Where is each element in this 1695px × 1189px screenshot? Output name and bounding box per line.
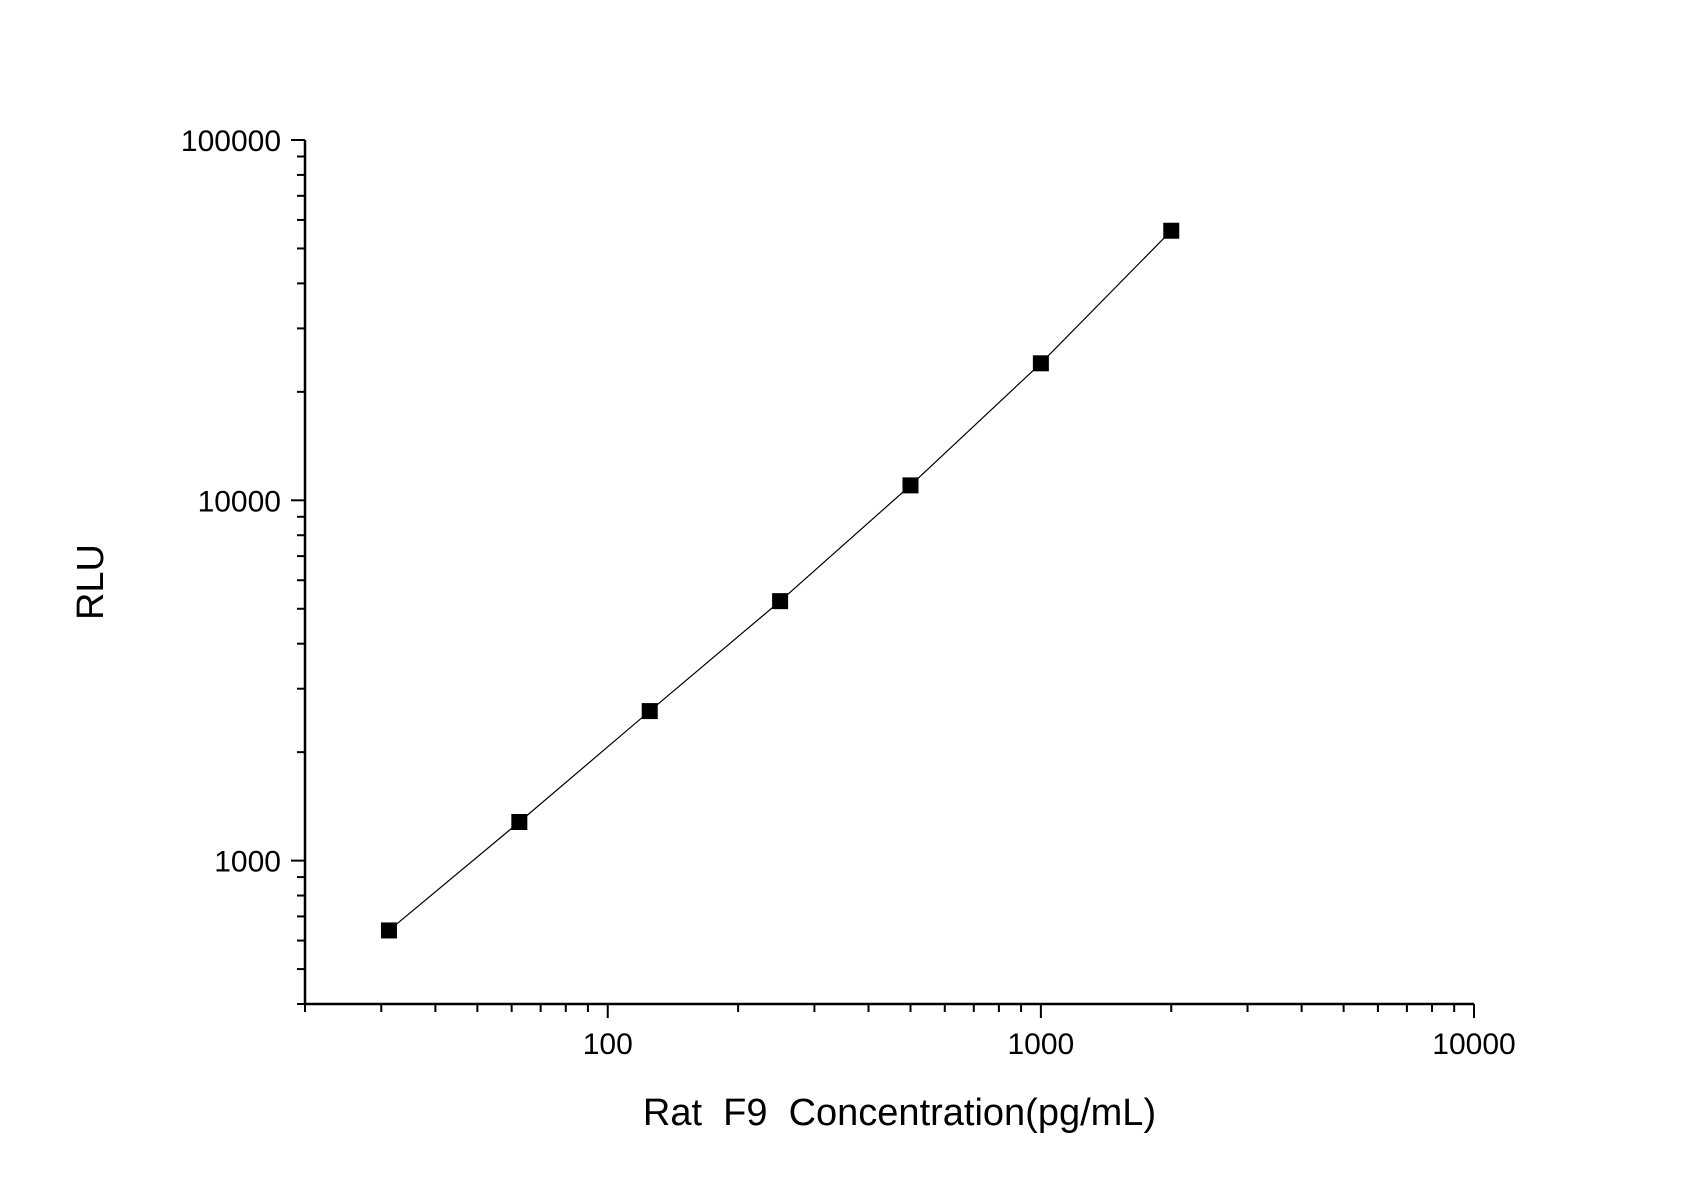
axes xyxy=(303,140,1474,1006)
fit-curve-line xyxy=(388,230,1172,931)
y-axis-tick-labels: 1000 10000 100000 xyxy=(181,125,281,879)
x-axis-tick-labels: 100 1000 10000 xyxy=(583,1028,1516,1061)
data-point-marker xyxy=(1163,222,1180,239)
y-axis-title: RLU xyxy=(70,544,112,620)
data-point-marker xyxy=(902,477,919,494)
y-tick-label: 100000 xyxy=(181,125,281,158)
data-point-marker xyxy=(1032,355,1049,372)
x-axis-title: Rat F9 Concentration(pg/mL) xyxy=(643,1092,1156,1134)
data-point-marker xyxy=(772,593,789,610)
data-point-marker xyxy=(511,813,528,830)
data-point-marker xyxy=(641,703,658,720)
x-tick-label: 1000 xyxy=(1007,1028,1074,1061)
data-point-marker xyxy=(380,922,397,939)
x-tick-label: 100 xyxy=(583,1028,633,1061)
series-group xyxy=(380,222,1180,939)
y-tick-label: 1000 xyxy=(214,846,281,879)
y-tick-label: 10000 xyxy=(198,485,281,518)
x-axis-ticks xyxy=(304,1004,1475,1018)
x-tick-label: 10000 xyxy=(1432,1028,1515,1061)
y-axis-ticks xyxy=(291,139,305,1005)
